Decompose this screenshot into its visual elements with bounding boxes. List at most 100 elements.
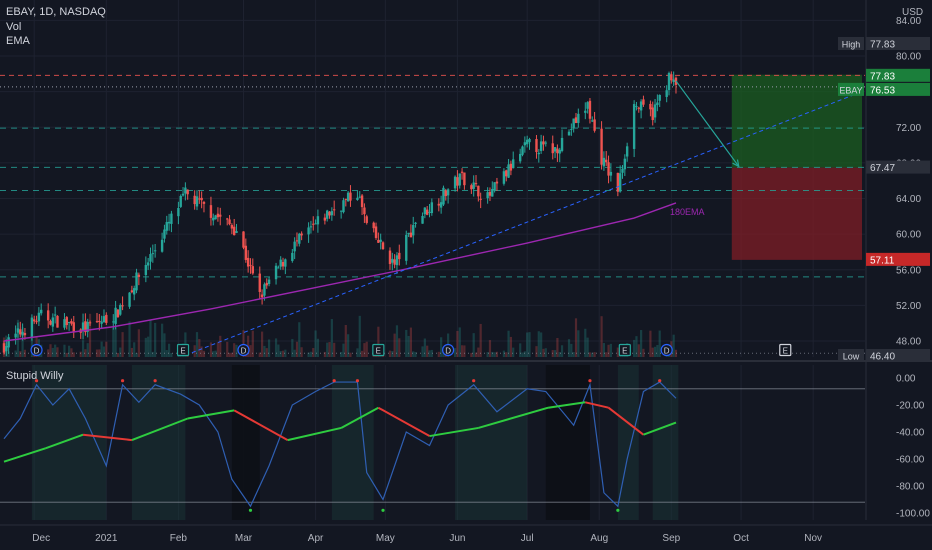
volume-bar	[84, 349, 87, 357]
volume-bar	[21, 327, 24, 357]
volume-bar	[507, 330, 510, 357]
candle-body	[135, 272, 138, 291]
volume-bar	[358, 315, 361, 357]
candle-body	[179, 195, 182, 207]
event-marker[interactable]: E	[372, 343, 385, 357]
candle-body	[649, 103, 652, 110]
volume-bar	[298, 322, 301, 357]
candle-body	[428, 211, 431, 213]
candle-body	[130, 290, 134, 293]
candle-body	[284, 259, 287, 267]
candle-body	[114, 307, 117, 324]
candle-body	[584, 110, 587, 113]
indicator-band	[545, 365, 590, 520]
horizontal-levels	[0, 74, 865, 354]
candle-body	[202, 202, 206, 204]
candle-body	[219, 214, 222, 217]
volume-bar	[593, 352, 596, 357]
candle-body	[300, 233, 303, 236]
candle-body	[425, 209, 429, 215]
candle-body	[307, 227, 310, 235]
volume-bar	[133, 342, 136, 357]
candle-body	[553, 147, 557, 152]
volume-bar	[349, 352, 352, 357]
volume-bar	[144, 337, 147, 357]
volume-bar	[163, 333, 166, 357]
candle-body	[344, 198, 348, 200]
volume-bar	[616, 347, 619, 357]
candle-body	[235, 231, 238, 233]
candle-body	[149, 254, 152, 262]
candle-body	[405, 234, 408, 261]
volume-bar	[558, 352, 561, 357]
time-tick-label: Dec	[32, 533, 50, 544]
volume-bar	[544, 348, 547, 357]
indicator-band	[31, 365, 107, 520]
volume-bar	[393, 333, 396, 357]
volume-bar	[326, 342, 329, 357]
volume-bar	[116, 352, 120, 357]
candle-body	[195, 196, 199, 207]
candle-body	[642, 99, 645, 105]
candle-body	[216, 213, 220, 218]
event-marker[interactable]: D	[660, 343, 673, 357]
volume-bar	[409, 327, 413, 357]
candle-body	[414, 222, 417, 224]
candle-body	[460, 171, 464, 173]
candle-body	[88, 322, 92, 324]
willy-signal-segment	[131, 417, 189, 442]
volume-bar	[600, 316, 603, 357]
last-price-tag-box	[866, 82, 930, 96]
candle-body	[607, 162, 610, 176]
willy-signal-segment	[340, 406, 379, 429]
event-marker[interactable]: E	[176, 343, 190, 357]
event-marker[interactable]: E	[618, 343, 631, 357]
volume-bar	[391, 350, 394, 357]
indicator-tick-label: -80.00	[896, 482, 925, 493]
candle-body	[528, 138, 531, 143]
event-marker-letter: E	[622, 347, 627, 356]
candlesticks	[2, 71, 678, 357]
candle-body	[326, 210, 329, 219]
last-price-tag-label: EBAY	[839, 85, 862, 95]
candle-body	[632, 104, 636, 149]
volume-bar	[535, 346, 538, 357]
candle-body	[618, 173, 622, 192]
volume-bar	[49, 344, 52, 357]
volume-bar	[577, 330, 580, 357]
volume-bar	[165, 350, 168, 357]
candle-body	[121, 305, 124, 307]
volume-bar	[502, 350, 506, 357]
candle-body	[572, 118, 575, 128]
candle-body	[146, 262, 150, 266]
candle-body	[458, 173, 461, 186]
volume-bar	[51, 347, 54, 357]
volume-bar	[167, 343, 171, 357]
candle-body	[593, 119, 596, 131]
event-marker[interactable]: E	[779, 343, 792, 357]
candle-body	[444, 190, 447, 197]
volume-bar	[98, 349, 101, 357]
willy-signal-segment	[3, 447, 47, 463]
volume-bar	[19, 351, 22, 357]
candle-body	[577, 113, 580, 123]
candle-body	[616, 172, 620, 192]
overbought-dot	[120, 379, 125, 383]
oversold-dot	[248, 508, 253, 512]
candle-body	[198, 198, 201, 200]
volume-bar	[328, 342, 331, 357]
candle-body	[105, 314, 108, 323]
volume-bar	[56, 347, 59, 357]
candle-body	[95, 321, 99, 323]
candle-body	[5, 346, 8, 352]
event-marker[interactable]: D	[237, 343, 250, 357]
event-marker[interactable]: D	[30, 343, 43, 357]
chart-grid	[0, 0, 932, 520]
event-marker[interactable]: D	[442, 343, 455, 357]
candle-body	[409, 232, 413, 238]
candle-body	[86, 321, 89, 332]
volume-bar	[347, 334, 350, 357]
candle-body	[342, 200, 345, 213]
